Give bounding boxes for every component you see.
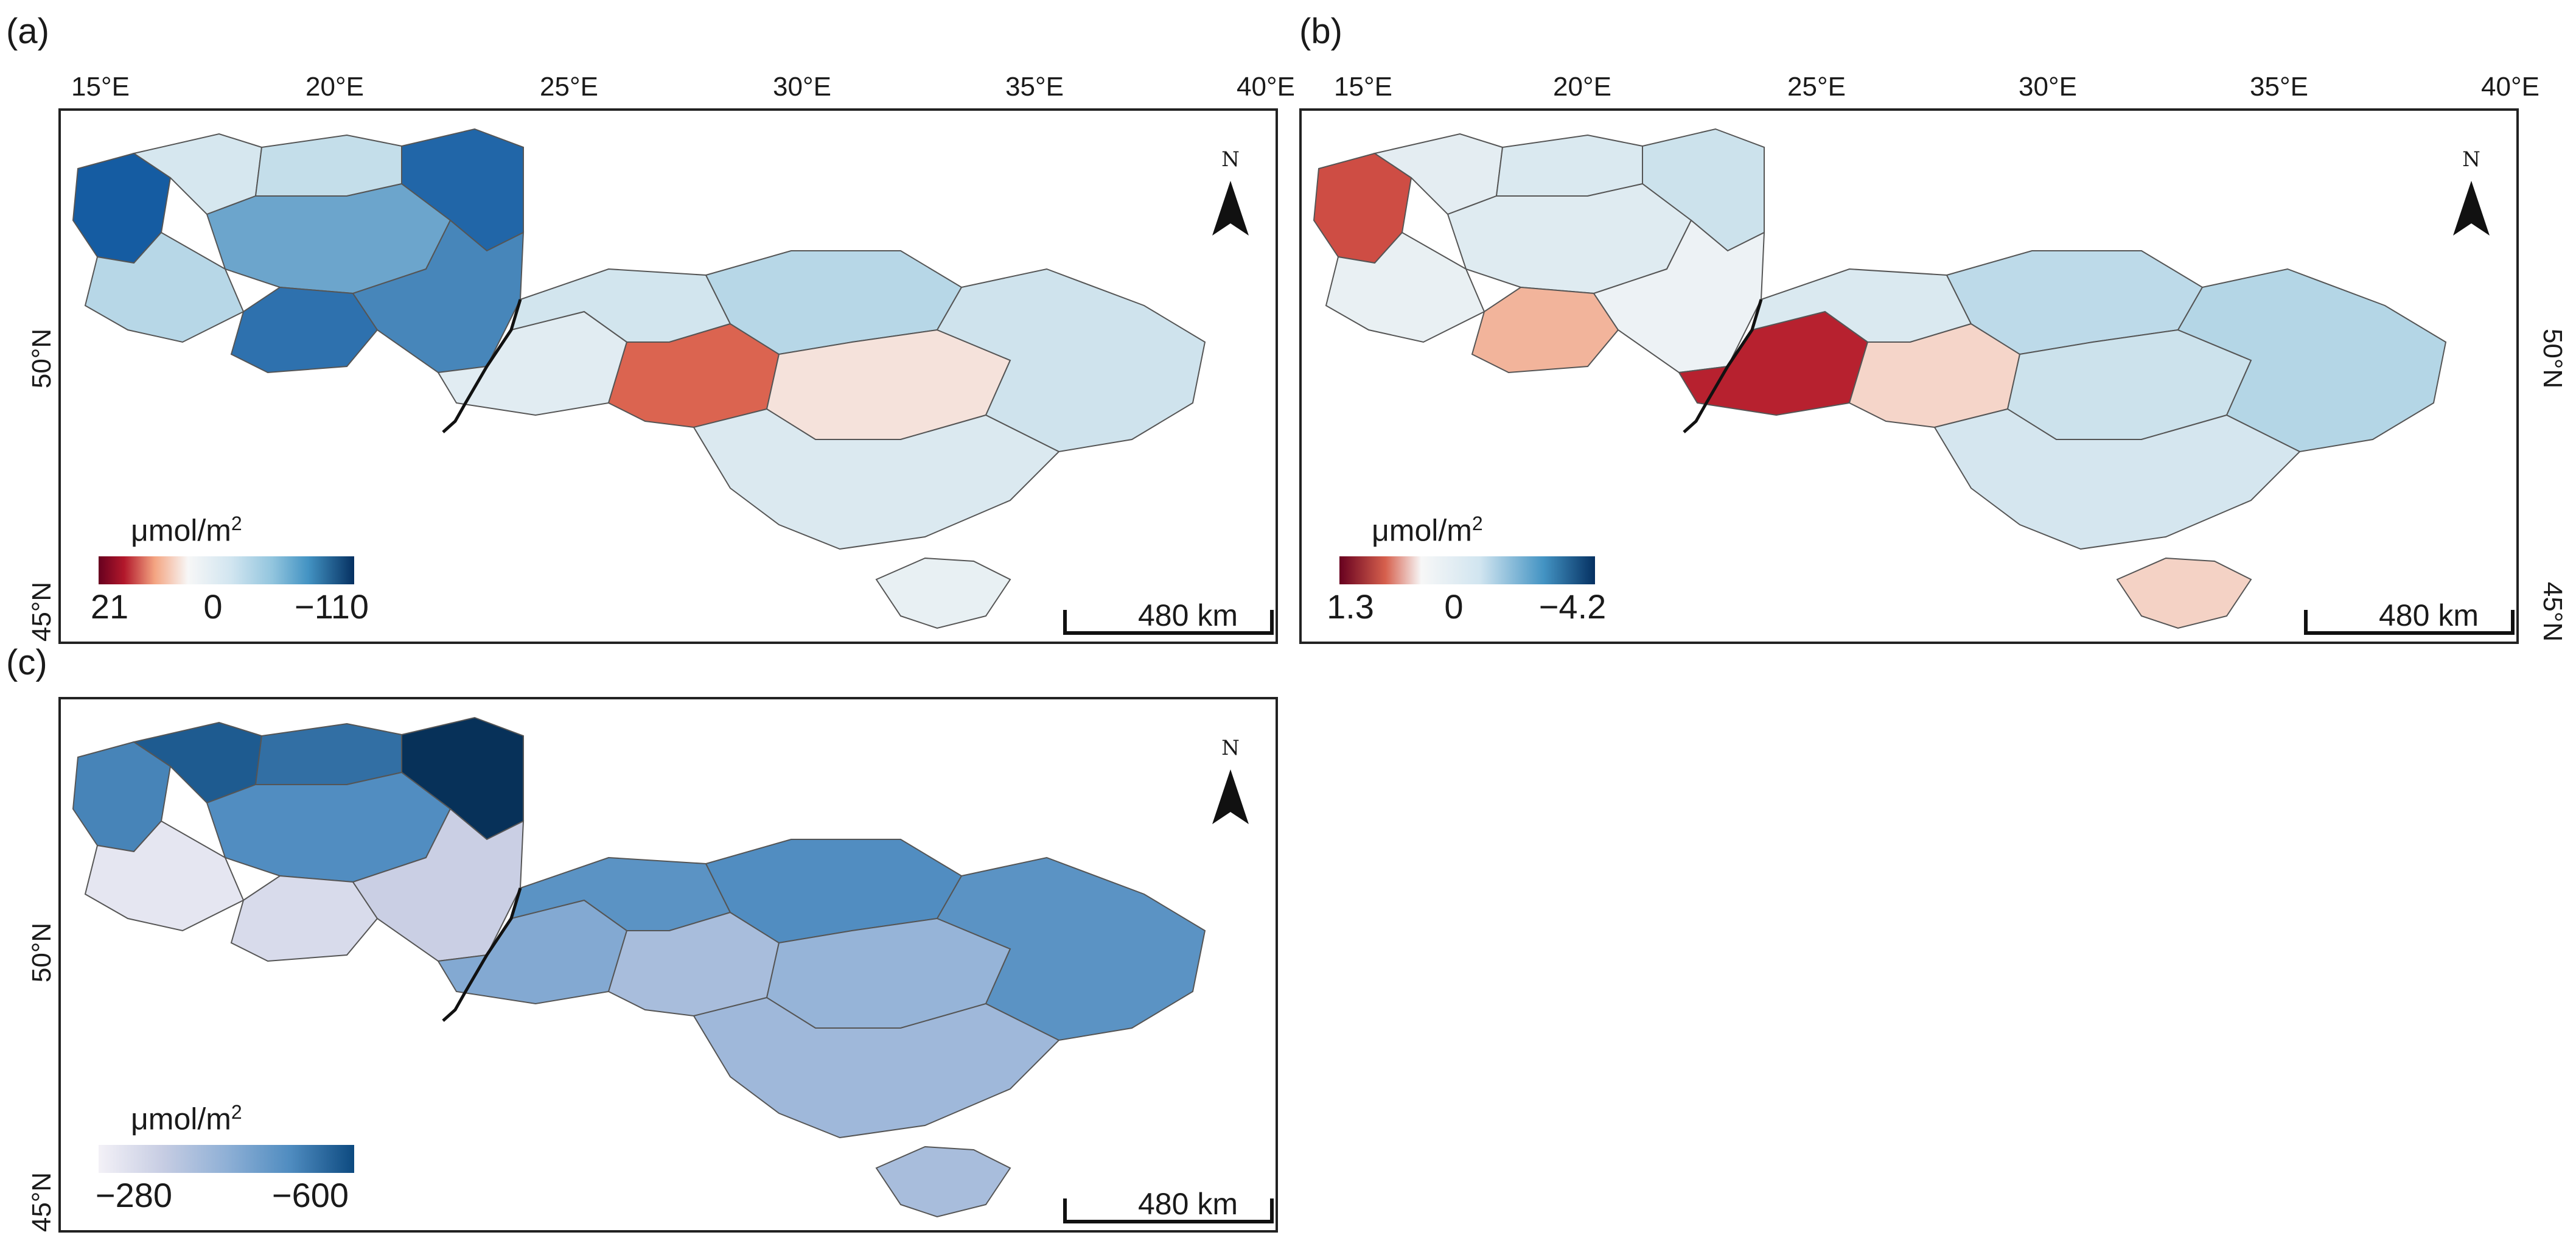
region-ukraine-east [936,268,1206,453]
north-arrow-icon [2453,181,2490,236]
scale-bar [2304,610,2515,635]
lon-tick-15: 15°E [1334,72,1392,102]
lon-tick-15: 15°E [71,72,130,102]
lon-tick-40: 40°E [2481,72,2539,102]
north-label: N [1221,147,1240,172]
legend-min-label: −4.2 [1538,587,1607,626]
north-arrow-icon [1212,181,1249,236]
lon-tick-20: 20°E [305,72,364,102]
country-border [442,887,522,1022]
region-poland-south [230,286,379,374]
panel-letter: (c) [6,643,47,682]
legend-max-label: −600 [271,1176,349,1214]
region-poland-east [352,808,525,962]
lon-tick-30: 30°E [2019,72,2077,102]
panel-letter: (a) [6,12,49,51]
lon-tick-35: 35°E [2250,72,2308,102]
legend-min-label: −110 [295,587,369,626]
north-label: N [2462,147,2480,172]
choropleth-map [1313,128,2515,635]
legend-min-label: −280 [95,1176,173,1214]
region-ukraine-south [693,996,1060,1139]
lat-tick-50: 50°N [27,922,57,983]
scale-label: 480 km [2379,598,2479,632]
region-poland-south [1471,286,1619,374]
region-ukraine-south [693,408,1060,550]
lat-tick-45: 45°N [27,581,57,642]
scale-label: 480 km [1138,1187,1238,1221]
region-poland-north [254,722,402,785]
legend-title: μmol/m2 [131,1101,242,1136]
colorbar [99,1145,354,1173]
legend-title: μmol/m2 [131,513,242,548]
region-ukraine-east [936,856,1206,1041]
region-poland-north [1495,134,1643,197]
lon-tick-30: 30°E [773,72,831,102]
region-poland-north [254,134,402,197]
choropleth-map [72,128,1274,635]
map-frame: N 480 km μmol/m2 −280 −600 [58,697,1278,1233]
scale-label: 480 km [1138,598,1238,632]
region-poland-east [352,219,525,374]
map-frame: N 480 km μmol/m2 1.3 0 −4.2 [1299,108,2519,644]
legend-zero-label: 0 [203,587,223,626]
legend-max-label: 1.3 [1327,587,1374,626]
country-border [1683,299,1763,433]
north-arrow-icon [1212,769,1249,824]
region-crimea [875,1146,1011,1218]
country-border [442,299,522,433]
lat-tick-45: 45°N [2538,581,2568,642]
region-ukraine-south [1933,408,2301,550]
scale-bar [1063,1198,1274,1223]
region-crimea [2116,557,2252,629]
lat-tick-50: 50°N [27,328,57,389]
lon-tick-25: 25°E [1787,72,1846,102]
region-poland-east [1593,219,1765,374]
scale-bar [1063,610,1274,635]
map-frame: N 480 km μmol/m2 21 0 −110 [58,108,1278,644]
lon-tick-40: 40°E [1237,72,1295,102]
lat-tick-50: 50°N [2538,328,2568,389]
panel-letter: (b) [1299,12,1342,51]
region-ukraine-east [2177,268,2447,453]
lon-tick-20: 20°E [1553,72,1611,102]
lat-tick-45: 45°N [27,1172,57,1233]
legend-max-label: 21 [90,587,129,626]
colorbar [1339,556,1595,584]
lon-tick-25: 25°E [540,72,598,102]
legend-zero-label: 0 [1444,587,1464,626]
legend-title: μmol/m2 [1372,513,1483,548]
north-label: N [1221,736,1240,760]
colorbar [99,556,354,584]
lon-tick-35: 35°E [1005,72,1064,102]
region-crimea [875,557,1011,629]
choropleth-map [72,716,1274,1223]
region-poland-south [230,875,379,962]
